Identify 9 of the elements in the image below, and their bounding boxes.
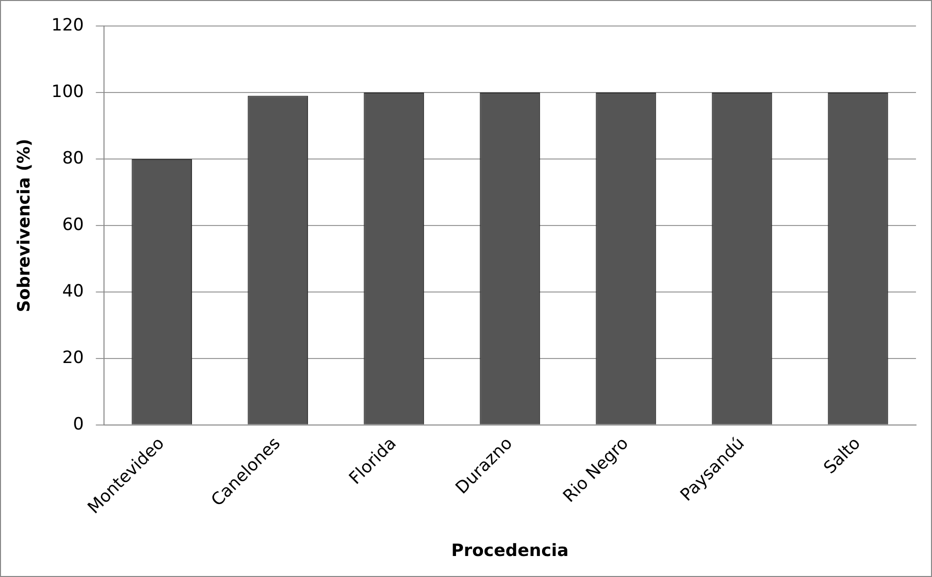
y-tick-label: 100	[51, 82, 84, 102]
y-tick-label: 0	[73, 414, 84, 434]
x-axis-title: Procedencia	[451, 541, 569, 562]
y-tick-label: 20	[62, 348, 84, 368]
y-tick-label: 80	[62, 148, 84, 168]
y-tick-label: 40	[62, 281, 84, 302]
y-tick-label: 60	[62, 214, 84, 235]
y-axis-title: Sobrevivencia (%)	[14, 138, 35, 312]
y-tick-label: 120	[51, 15, 84, 36]
